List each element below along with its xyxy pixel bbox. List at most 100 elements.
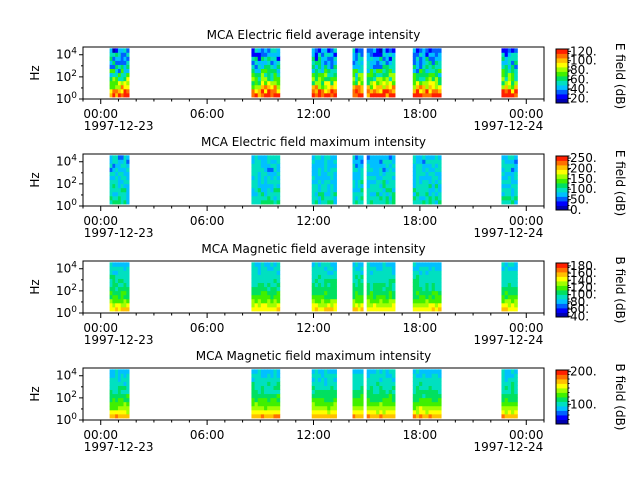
heatmap-cell	[369, 60, 374, 65]
heatmap-cell	[109, 290, 113, 296]
heatmap-cell	[321, 84, 325, 90]
heatmap-cell	[352, 159, 356, 164]
heatmap-cell	[270, 155, 274, 160]
heatmap-cell	[112, 183, 116, 189]
heatmap-cell	[434, 84, 439, 90]
heatmap-cell	[257, 183, 262, 189]
heatmap-cell	[352, 171, 356, 177]
heatmap-cell	[117, 282, 122, 288]
heatmap-cell	[425, 294, 429, 300]
heatmap-cell	[385, 183, 390, 189]
heatmap-cell	[504, 381, 509, 386]
heatmap-cell	[382, 282, 386, 288]
heatmap-cell	[434, 183, 439, 189]
heatmap-cell	[431, 266, 436, 271]
heatmap-cell	[120, 179, 124, 185]
heatmap-cell	[376, 171, 380, 177]
heatmap-cell	[120, 88, 124, 94]
heatmap-cell	[324, 278, 328, 284]
heatmap-cell	[327, 385, 331, 391]
heatmap-cell	[330, 266, 334, 271]
heatmap-cell	[501, 298, 506, 304]
heatmap-cell	[270, 191, 274, 197]
heatmap-cell	[324, 302, 328, 308]
heatmap-cell	[357, 393, 361, 399]
heatmap-cell	[123, 381, 127, 386]
heatmap-cell	[501, 167, 506, 172]
heatmap-cell	[267, 88, 271, 94]
heatmap-cell	[360, 306, 364, 312]
heatmap-cell	[123, 187, 127, 193]
heatmap-cell	[273, 377, 278, 382]
heatmap-cell	[123, 52, 127, 57]
colorbar-tick-label: 180.	[570, 259, 597, 273]
heatmap-cell	[267, 76, 271, 82]
heatmap-cell	[391, 286, 396, 292]
heatmap-cell	[126, 64, 130, 70]
heatmap-cell	[264, 179, 268, 185]
heatmap-cell	[260, 60, 265, 65]
heatmap-cell	[422, 52, 426, 57]
heatmap-cell	[391, 52, 396, 57]
heatmap-cell	[412, 369, 417, 374]
heatmap-cell	[330, 171, 334, 177]
y-tick-label: 100	[56, 305, 77, 320]
heatmap-cell	[321, 72, 325, 78]
heatmap-cell	[355, 68, 359, 74]
heatmap-cell	[327, 84, 331, 90]
heatmap-cell	[425, 298, 429, 304]
heatmap-cell	[355, 274, 359, 279]
heatmap-cell	[360, 377, 364, 382]
heatmap-cell	[112, 298, 116, 304]
heatmap-cell	[109, 286, 113, 292]
heatmap-cell	[314, 393, 319, 399]
heatmap-cell	[273, 278, 278, 284]
heatmap-cell	[126, 187, 130, 193]
heatmap-cell	[115, 397, 119, 403]
heatmap-cell	[438, 274, 442, 279]
heatmap-cell	[276, 163, 281, 168]
heatmap-cell	[425, 377, 429, 382]
heatmap-cell	[251, 72, 255, 78]
heatmap-cell	[360, 286, 364, 292]
heatmap-cell	[379, 270, 383, 275]
heatmap-cell	[273, 88, 278, 94]
heatmap-cell	[311, 88, 316, 94]
heatmap-cell	[438, 405, 442, 411]
heatmap-cell	[391, 409, 396, 415]
heatmap-cell	[355, 52, 359, 57]
heatmap-cell	[501, 393, 506, 399]
heatmap-cell	[431, 286, 436, 292]
heatmap-cell	[382, 373, 386, 378]
heatmap-cell	[369, 397, 374, 403]
heatmap-cell	[412, 175, 417, 181]
heatmap-cell	[273, 60, 278, 65]
heatmap-cell	[264, 385, 268, 391]
heatmap-cell	[360, 266, 364, 271]
heatmap-cell	[117, 278, 122, 284]
heatmap-cell	[412, 286, 417, 292]
heatmap-cell	[355, 286, 359, 292]
heatmap-cell	[514, 409, 518, 415]
heatmap-cell	[507, 373, 512, 378]
heatmap-cell	[501, 191, 506, 197]
heatmap-cell	[366, 60, 371, 65]
heatmap-cell	[419, 187, 423, 193]
heatmap-cell	[388, 48, 393, 53]
heatmap-cell	[428, 290, 433, 296]
heatmap-cell	[254, 282, 259, 288]
heatmap-cell	[314, 282, 319, 288]
colorbar-swatch	[556, 383, 568, 389]
heatmap-cell	[251, 369, 255, 374]
heatmap-cell	[507, 76, 512, 82]
heatmap-cell	[434, 377, 439, 382]
heatmap-cell	[109, 84, 113, 90]
colorbar-swatch	[556, 419, 568, 425]
heatmap-cell	[511, 171, 515, 177]
heatmap-cell	[314, 306, 319, 312]
heatmap-cell	[314, 60, 319, 65]
colorbar-swatch	[556, 392, 568, 398]
heatmap-cell	[270, 381, 274, 386]
heatmap-cell	[352, 195, 356, 201]
heatmap-cell	[109, 262, 113, 267]
